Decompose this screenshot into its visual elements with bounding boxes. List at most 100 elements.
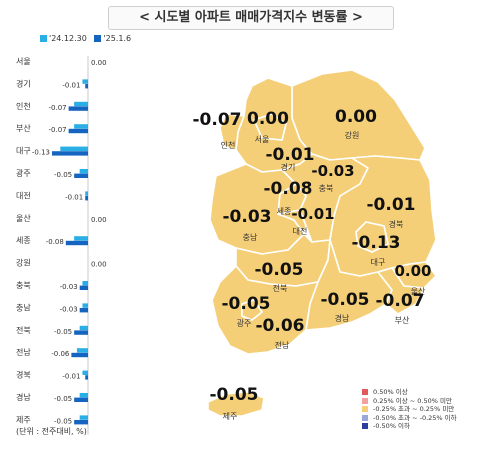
bar-category-label: 충남 xyxy=(16,303,31,312)
bar-value-label: 0.00 xyxy=(91,261,107,269)
map-legend-label-5: -0.50% 이하 xyxy=(373,422,411,430)
bar-category-label: 경남 xyxy=(16,392,31,402)
bar-category-label: 울산 xyxy=(16,213,31,223)
map-region-name: 경기 xyxy=(281,162,296,172)
map-region-name: 충남 xyxy=(243,233,258,242)
bar-prev xyxy=(79,325,88,331)
bar-value-label: 0.00 xyxy=(91,216,107,224)
legend-swatch-curr xyxy=(94,35,102,42)
map-legend-swatch-4 xyxy=(362,414,368,421)
map-legend-label-4: -0.50% 초과 ~ -0.25% 이하 xyxy=(373,413,457,422)
unit-note: (단위 : 전주대비, %) xyxy=(16,427,87,436)
map-value-label: -0.08 xyxy=(264,179,313,199)
bar-curr xyxy=(71,352,88,358)
bar-category-label: 대전 xyxy=(16,190,31,200)
map-legend-item-3: -0.25% 초과 ~ 0.25% 미만 xyxy=(362,405,457,414)
region-seoul xyxy=(253,113,287,141)
map-value-label: -0.05 xyxy=(321,290,370,310)
map-region-name: 광주 xyxy=(237,318,252,328)
bar-value-label: -0.05 xyxy=(54,171,72,179)
bar-value-label: -0.07 xyxy=(48,104,66,112)
map-regions xyxy=(207,69,437,417)
bar-value-label: -0.13 xyxy=(32,149,50,157)
map-value-label: -0.07 xyxy=(376,291,425,311)
map-value-label: -0.01 xyxy=(266,145,315,165)
bar-curr xyxy=(65,240,88,246)
legend-label-prev: '24.12.30 xyxy=(49,34,87,43)
map-value-label: -0.07 xyxy=(193,110,242,130)
map-value-label: -0.03 xyxy=(223,207,272,227)
bar-prev xyxy=(74,124,88,129)
bar-category-label: 경북 xyxy=(16,370,31,380)
map-value-label: -0.01 xyxy=(291,205,334,223)
bar-prev xyxy=(74,101,88,107)
map-region-name: 서울 xyxy=(255,135,270,144)
bar-value-label: -0.01 xyxy=(65,193,83,201)
bar-category-label: 강원 xyxy=(16,258,31,268)
bar-curr xyxy=(74,173,88,178)
bar-value-label: -0.05 xyxy=(54,395,72,403)
map-value-label: -0.13 xyxy=(352,233,401,253)
chart-title: < 시도별 아파트 매매가격지수 변동률 > xyxy=(108,6,394,30)
map-region-name: 전북 xyxy=(273,283,288,293)
bar-category-label: 전북 xyxy=(16,325,31,335)
map-legend-item-1: 0.50% 이상 xyxy=(362,388,457,397)
bar-category-label: 충북 xyxy=(16,281,31,290)
map-value-label: 0.00 xyxy=(394,262,431,280)
bar-prev xyxy=(79,415,88,420)
map-region-name: 강원 xyxy=(345,130,360,140)
bar-category-label: 부산 xyxy=(16,123,31,133)
bar-value-label: 0.00 xyxy=(91,59,107,67)
bar-value-label: -0.01 xyxy=(62,373,80,381)
bar-curr xyxy=(74,330,88,335)
legend-swatch-prev xyxy=(40,35,47,42)
map-value-label: -0.05 xyxy=(222,294,271,314)
bar-prev xyxy=(85,191,88,196)
bar-category-label: 광주 xyxy=(16,168,31,178)
bar-curr xyxy=(74,397,88,402)
region-incheon xyxy=(219,113,245,151)
map-region-name: 경북 xyxy=(389,219,404,229)
bar-prev xyxy=(74,236,88,241)
bar-category-label: 전남 xyxy=(16,347,31,357)
bar-value-label: -0.01 xyxy=(62,81,80,89)
map-legend-label-1: 0.50% 이상 xyxy=(373,388,408,396)
bar-value-label: -0.05 xyxy=(54,417,72,425)
bar-category-label: 제주 xyxy=(16,415,31,424)
map-value-label: -0.01 xyxy=(367,195,416,215)
map-region-name: 경남 xyxy=(335,313,350,323)
map-legend-label-2: 0.25% 이상 ~ 0.50% 미만 xyxy=(373,396,452,405)
bar-curr xyxy=(85,84,88,89)
map-region-name: 인천 xyxy=(221,140,236,150)
map-value-label: -0.05 xyxy=(210,385,259,405)
map-region-name: 부산 xyxy=(395,315,410,325)
map-legend-item-4: -0.50% 초과 ~ -0.25% 이하 xyxy=(362,414,457,423)
bar-value-label: -0.08 xyxy=(46,238,64,246)
bar-prev xyxy=(82,303,88,308)
bar-prev xyxy=(79,393,88,398)
map-region-name: 세종 xyxy=(277,207,292,216)
bar-prev xyxy=(60,146,88,151)
map-value-label: 0.00 xyxy=(335,107,377,127)
bar-value-label: -0.03 xyxy=(60,305,78,313)
bar-prev xyxy=(82,281,88,286)
bar-category-label: 대구 xyxy=(16,147,31,156)
map-region-name: 대전 xyxy=(293,226,308,236)
bar-prev xyxy=(82,79,88,84)
bar-legend: '24.12.30 '25.1.6 xyxy=(40,34,131,43)
region-jeju xyxy=(207,391,265,417)
map-legend-item-5: -0.50% 이하 xyxy=(362,422,457,431)
map-value-label: -0.05 xyxy=(255,260,304,280)
map-value-label: 0.00 xyxy=(247,109,289,129)
legend-label-curr: '25.1.6 xyxy=(103,34,132,43)
map-legend-swatch-1 xyxy=(362,389,368,395)
bar-category-label: 경기 xyxy=(16,78,31,88)
region-sejong xyxy=(277,183,307,215)
bar-curr xyxy=(68,128,88,134)
map-value-label: -0.03 xyxy=(311,162,354,180)
region-busan xyxy=(377,267,425,315)
bar-category-label: 세종 xyxy=(16,236,31,245)
